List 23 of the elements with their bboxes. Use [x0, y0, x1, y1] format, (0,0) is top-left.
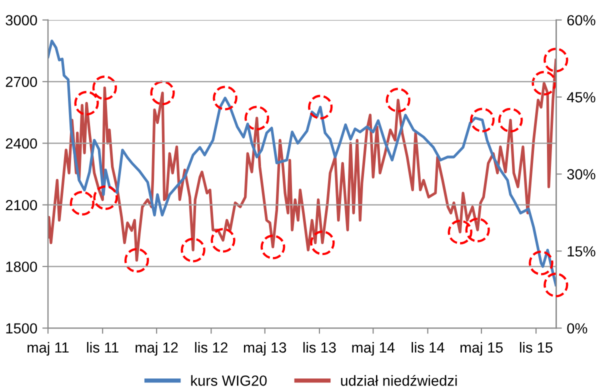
x-tick-label: lis 14: [412, 342, 444, 353]
y-tick-label: 1800: [6, 262, 38, 272]
y2-tick-label: 0%: [567, 323, 588, 334]
x-tick-label: lis 13: [303, 342, 336, 353]
y-tick-label: 2400: [6, 138, 38, 149]
y-tick-label: 2100: [6, 200, 38, 210]
x-tick-label: maj 12: [136, 342, 178, 356]
x-tick-label: maj 11: [28, 342, 69, 356]
y-tick-label: 3000: [6, 15, 38, 26]
y2-tick-label: 60%: [567, 15, 596, 26]
legend-label: kurs WIG20: [191, 375, 267, 386]
x-tick-label: lis 15: [520, 342, 552, 353]
y2-tick-label: 30%: [567, 169, 596, 180]
y2-tick-label: 45%: [566, 92, 596, 102]
x-tick-label: lis 12: [195, 342, 228, 353]
legend-label: udział niedźwiedzi: [341, 374, 457, 386]
y-tick-label: 2700: [6, 76, 38, 88]
x-tick-label: maj 14: [352, 342, 395, 356]
x-tick-label: maj 13: [244, 342, 286, 356]
y-tick-label: 1500: [6, 323, 38, 334]
x-tick-label: maj 15: [460, 342, 503, 356]
x-tick-label: lis 11: [87, 342, 118, 353]
y2-tick-label: 15%: [568, 246, 596, 257]
